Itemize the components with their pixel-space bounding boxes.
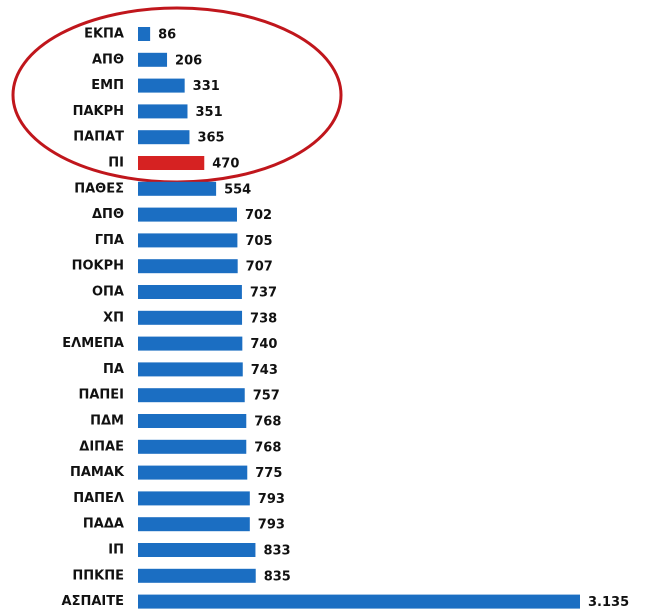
category-label: ΕΜΠ	[91, 78, 124, 93]
value-label: 793	[258, 518, 285, 533]
bar	[138, 27, 151, 41]
category-label: ΠΙ	[108, 156, 124, 171]
value-label: 793	[258, 492, 285, 507]
category-label: ΠΑ	[103, 362, 124, 377]
value-label: 206	[175, 53, 202, 68]
value-label: 768	[254, 415, 281, 430]
bar	[138, 465, 248, 480]
value-label: 835	[264, 569, 291, 584]
category-label: ΓΠΑ	[95, 233, 124, 248]
value-label: 707	[246, 260, 273, 275]
bar	[138, 414, 247, 428]
value-label: 470	[212, 157, 239, 172]
bar	[138, 104, 188, 119]
category-label: ΕΛΜΕΠΑ	[62, 336, 124, 351]
category-label: ΔΠΘ	[92, 207, 124, 222]
value-label: 331	[193, 79, 220, 94]
category-label: ΠΑΚΡΗ	[73, 104, 124, 119]
highlight-ellipse	[11, 6, 343, 184]
category-label: ΑΣΠΑΙΤΕ	[62, 594, 124, 609]
value-label: 3.135	[588, 595, 629, 610]
bar	[138, 439, 247, 454]
category-label: ΕΚΠΑ	[84, 27, 124, 42]
bar	[138, 78, 185, 93]
category-label: ΙΠ	[108, 543, 124, 558]
category-label: ΠΟΚΡΗ	[72, 259, 124, 274]
value-label: 740	[250, 337, 277, 352]
bar	[138, 130, 190, 145]
bar	[138, 259, 238, 274]
bar	[138, 310, 243, 325]
bar	[138, 336, 243, 351]
bar	[138, 181, 217, 196]
category-label: ΠΑΘΕΣ	[74, 181, 124, 196]
bar	[138, 388, 245, 403]
value-label: 757	[253, 389, 280, 404]
bar	[138, 362, 243, 377]
value-label: 833	[263, 544, 290, 559]
category-label: ΠΑΠΑΤ	[73, 130, 124, 145]
value-label: 775	[255, 466, 282, 481]
category-label: ΔΙΠΑΕ	[79, 439, 124, 454]
category-label: ΠΑΠΕΛ	[73, 491, 124, 506]
value-label: 737	[250, 286, 277, 301]
value-label: 738	[250, 311, 277, 326]
value-label: 768	[254, 440, 281, 455]
value-label: 365	[197, 131, 224, 146]
bar	[138, 52, 168, 67]
bar	[138, 594, 580, 609]
bar	[138, 207, 237, 222]
category-label: ΑΠΘ	[92, 52, 124, 67]
category-label: ΠΑΜΑΚ	[70, 465, 125, 480]
bar	[138, 491, 250, 506]
bar	[138, 156, 205, 170]
category-label: ΠΔΜ	[90, 414, 124, 429]
category-label: ΠΑΔΑ	[83, 517, 124, 532]
bar	[138, 568, 256, 583]
value-label: 705	[245, 234, 272, 249]
bar	[138, 517, 250, 532]
value-label: 702	[245, 208, 272, 223]
value-label: 743	[251, 363, 278, 378]
bar	[138, 233, 238, 248]
category-label: ΟΠΑ	[92, 285, 124, 300]
category-label: ΠΑΠΕΙ	[78, 388, 124, 403]
value-label: 351	[195, 105, 222, 120]
category-label: ΧΠ	[103, 310, 124, 325]
bar	[138, 543, 256, 557]
value-label: 86	[158, 28, 176, 43]
category-label: ΠΠΚΠΕ	[72, 568, 124, 583]
value-label: 554	[224, 182, 251, 197]
bar	[138, 285, 242, 299]
